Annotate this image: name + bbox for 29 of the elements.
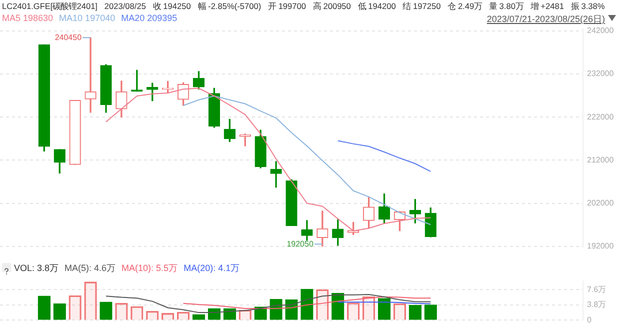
- y-tick-label: 192000: [587, 242, 614, 251]
- y-tick-label: 202000: [587, 198, 614, 208]
- text: 2023/07/21-2023/08/25(26日): [486, 13, 605, 26]
- text: VOL: 3.8万: [14, 263, 59, 273]
- y-tick-label: 0: [587, 315, 592, 324]
- y-tick-label: 3.8万: [587, 300, 606, 310]
- text: MA(20): 4.1万: [184, 263, 240, 273]
- y-tick-label: 7.6万: [587, 284, 606, 294]
- bar: [38, 296, 50, 320]
- text: MA20 209395: [121, 13, 178, 23]
- bar: [84, 282, 97, 320]
- candlestick: [270, 161, 282, 188]
- y-tick-label: 242000: [587, 26, 614, 36]
- annotation: 240450: [54, 32, 82, 42]
- text: MA10 197040: [59, 13, 116, 23]
- annotation: 192050: [286, 239, 314, 248]
- bar: [270, 298, 282, 320]
- y-tick-label: 222000: [587, 112, 614, 122]
- text: MA(5): 4.6万: [64, 263, 116, 273]
- bar: [378, 298, 391, 320]
- chart-title: LC2401.GFE[碳酸锂2401] 2023/08/25 收 194250 幅 -2.85%(-5700) 开 199700 高 200950 低 194200 结 197250 仓 2.49万 量 3.80万 增 +2481 振 3.38%: [2, 1, 605, 12]
- bar: [68, 295, 82, 320]
- y-tick-label: 232000: [587, 69, 614, 78]
- bar: [162, 313, 174, 320]
- text: MA(10): 5.5万: [122, 263, 178, 273]
- bar: [192, 314, 206, 320]
- text: MA5 198630: [2, 13, 54, 23]
- bar: [316, 289, 329, 320]
- y-tick-label: 212000: [587, 155, 614, 164]
